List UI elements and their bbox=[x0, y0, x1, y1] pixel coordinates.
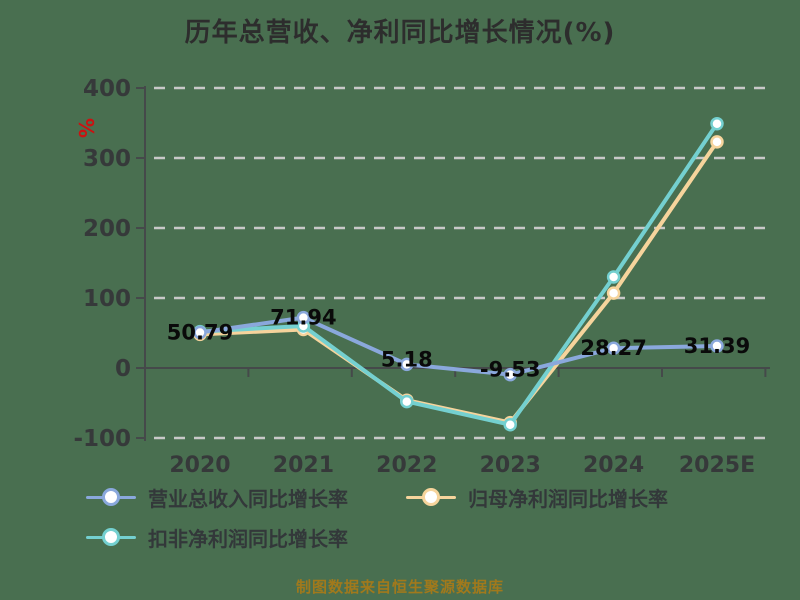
svg-text:-9.53: -9.53 bbox=[480, 358, 541, 382]
legend-marker-revenue-icon bbox=[86, 488, 136, 506]
svg-text:-100: -100 bbox=[73, 426, 131, 452]
svg-text:200: 200 bbox=[83, 216, 131, 242]
legend-marker-non-gaap-icon bbox=[86, 528, 136, 546]
svg-text:2021: 2021 bbox=[273, 453, 334, 478]
svg-text:2024: 2024 bbox=[583, 453, 644, 478]
svg-text:400: 400 bbox=[83, 76, 131, 102]
legend-label-non-gaap-profit-growth: 扣非净利润同比增长率 bbox=[148, 526, 348, 551]
legend-label-net-profit-growth: 归母净利润同比增长率 bbox=[468, 486, 668, 511]
svg-text:2025E: 2025E bbox=[679, 453, 755, 478]
svg-text:300: 300 bbox=[83, 146, 131, 172]
svg-text:100: 100 bbox=[83, 286, 131, 312]
legend-marker-net-profit-icon bbox=[406, 488, 456, 506]
legend-item-net-profit-growth[interactable]: 归母净利润同比增长率 bbox=[406, 485, 668, 511]
svg-text:0: 0 bbox=[115, 356, 131, 382]
legend-item-revenue-growth[interactable]: 营业总收入同比增长率 bbox=[86, 485, 348, 511]
data-source-note: 制图数据来自恒生聚源数据库 bbox=[295, 578, 504, 596]
svg-text:2022: 2022 bbox=[376, 453, 437, 478]
svg-text:5.18: 5.18 bbox=[381, 347, 433, 371]
svg-text:50.79: 50.79 bbox=[167, 320, 233, 344]
legend-item-non-gaap-profit-growth[interactable]: 扣非净利润同比增长率 bbox=[86, 525, 348, 551]
legend-label-revenue-growth: 营业总收入同比增长率 bbox=[148, 486, 348, 511]
svg-text:31.39: 31.39 bbox=[684, 334, 750, 358]
svg-text:2020: 2020 bbox=[169, 453, 230, 478]
svg-text:28.27: 28.27 bbox=[580, 336, 646, 360]
svg-text:71.94: 71.94 bbox=[270, 306, 336, 330]
chart-title: 历年总营收、净利同比增长情况(%) bbox=[184, 18, 616, 48]
svg-text:2023: 2023 bbox=[480, 453, 541, 478]
